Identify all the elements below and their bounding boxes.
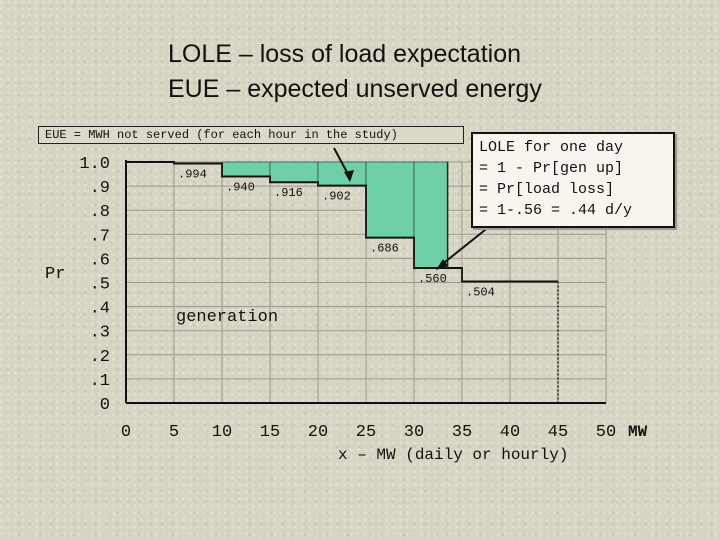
- step-label-4: .902: [322, 190, 351, 204]
- y-tick-label-1: .1: [90, 372, 110, 391]
- y-tick-label-6: .6: [90, 251, 110, 270]
- step-label-3: .916: [274, 186, 303, 200]
- x-tick-label-7: 35: [452, 423, 472, 442]
- eue-pointer-arrowhead: [344, 170, 354, 182]
- y-tick-label-7: .7: [90, 227, 110, 246]
- x-tick-label-6: 30: [404, 423, 424, 442]
- x-tick-label-2: 10: [212, 423, 232, 442]
- lole-line-2: = 1 - Pr[gen up]: [479, 160, 624, 177]
- shaded-area-4: [317, 161, 367, 186]
- y-axis-label: Pr: [45, 265, 65, 284]
- y-tick-label-10: 1.0: [79, 155, 110, 174]
- x-tick-label-4: 20: [308, 423, 328, 442]
- y-tick-label-9: .9: [90, 179, 110, 198]
- title-line-2: EUE – expected unserved energy: [168, 75, 542, 103]
- step-label-7: .504: [466, 286, 495, 300]
- x-tick-label-3: 15: [260, 423, 280, 442]
- y-tick-label-8: .8: [90, 203, 110, 222]
- x-tick-label-9: 45: [548, 423, 568, 442]
- lole-line-3: = Pr[load loss]: [479, 181, 615, 198]
- title-line-1: LOLE – loss of load expectation: [168, 40, 522, 68]
- shaded-area-6: [413, 161, 448, 269]
- step-label-2: .940: [226, 180, 255, 194]
- shaded-area-3: [269, 161, 319, 183]
- lole-pointer-arrowhead: [436, 259, 448, 270]
- lole-pointer-line: [439, 225, 491, 267]
- y-tick-label-3: .3: [90, 324, 110, 343]
- y-tick-label-0: 0: [100, 396, 110, 415]
- x-axis-label: x – MW (daily or hourly): [338, 446, 568, 464]
- y-tick-label-4: .4: [90, 300, 110, 319]
- step-label-1: .994: [178, 167, 207, 181]
- eue-definition-text: EUE = MWH not served (for each hour in t…: [45, 128, 398, 142]
- y-tick-label-2: .2: [90, 348, 110, 367]
- step-label-6: .560: [418, 272, 447, 286]
- x-tick-label-1: 5: [169, 423, 179, 442]
- lole-explanation-box: LOLE for one day = 1 - Pr[gen up] = Pr[l…: [471, 132, 675, 228]
- lole-line-4: = 1-.56 = .44 d/y: [479, 202, 633, 219]
- shaded-area-2: [221, 161, 271, 177]
- x-tick-label-8: 40: [500, 423, 520, 442]
- eue-definition-box: EUE = MWH not served (for each hour in t…: [38, 126, 464, 144]
- series-label-generation: generation: [176, 308, 278, 327]
- x-unit-label: MW: [628, 423, 648, 441]
- x-tick-label-10: 50: [596, 423, 616, 442]
- y-tick-label-5: .5: [90, 276, 110, 295]
- lole-line-1: LOLE for one day: [479, 139, 624, 156]
- x-tick-label-5: 25: [356, 423, 376, 442]
- shaded-area-5: [365, 161, 415, 238]
- step-label-5: .686: [370, 242, 399, 256]
- x-tick-label-0: 0: [121, 423, 131, 442]
